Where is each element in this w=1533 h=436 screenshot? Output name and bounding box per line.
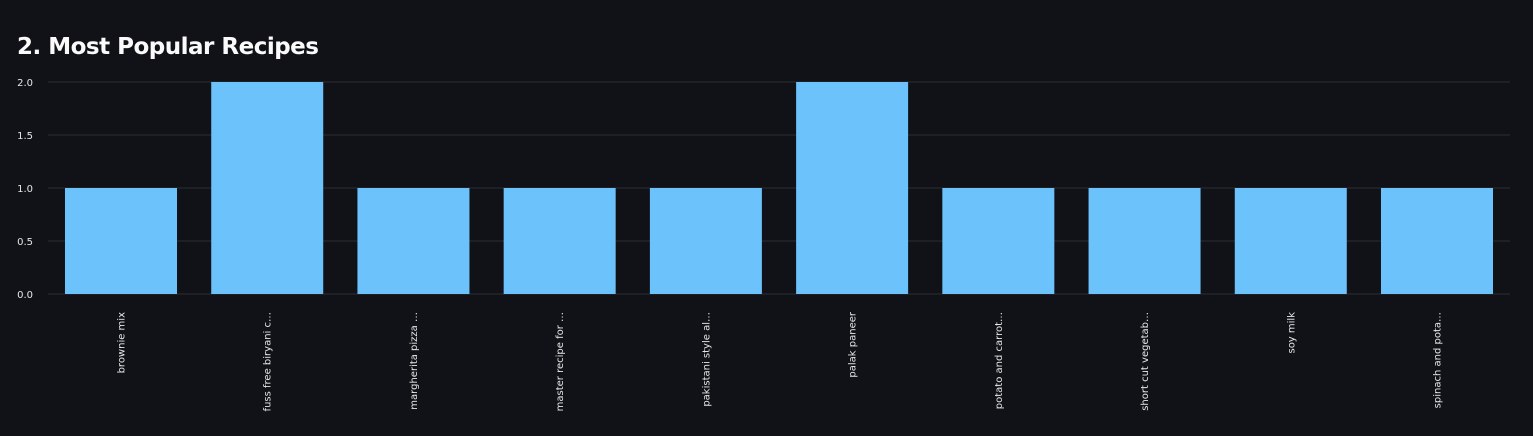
x-tick-label: spinach and pota… xyxy=(1433,312,1444,408)
bar[interactable] xyxy=(65,188,177,294)
page-title: 2. Most Popular Recipes xyxy=(17,34,319,60)
x-tick-label: master recipe for … xyxy=(555,312,566,411)
bars xyxy=(65,82,1493,294)
y-tick-label: 2.0 xyxy=(17,78,33,89)
bar[interactable] xyxy=(503,188,616,294)
x-tick-label: soy milk xyxy=(1286,312,1297,354)
x-tick-label: pakistani style al… xyxy=(701,312,712,407)
bar[interactable] xyxy=(1381,188,1493,294)
bar[interactable] xyxy=(1088,188,1201,294)
bar[interactable] xyxy=(357,188,470,294)
x-tick-label: margherita pizza … xyxy=(409,312,420,410)
x-tick-label: potato and carrot… xyxy=(994,312,1005,409)
bar[interactable] xyxy=(942,188,1055,294)
bar[interactable] xyxy=(649,188,762,294)
y-axis-ticks: 0.0 0.5 1.0 1.5 2.0 xyxy=(17,78,33,301)
y-tick-label: 1.0 xyxy=(17,184,33,195)
x-tick-label: short cut vegetab… xyxy=(1140,312,1151,411)
bar[interactable] xyxy=(211,82,324,294)
x-tick-label: fuss free biryani c… xyxy=(263,312,274,411)
y-tick-label: 1.5 xyxy=(17,131,33,142)
y-tick-label: 0.5 xyxy=(17,237,33,248)
bar[interactable] xyxy=(1234,188,1347,294)
x-tick-label: brownie mix xyxy=(117,312,128,374)
bar[interactable] xyxy=(796,82,909,294)
y-tick-label: 0.0 xyxy=(17,290,33,301)
x-tick-label: palak paneer xyxy=(848,311,859,377)
x-axis-labels: brownie mix fuss free biryani c… margherit… xyxy=(117,311,1444,411)
